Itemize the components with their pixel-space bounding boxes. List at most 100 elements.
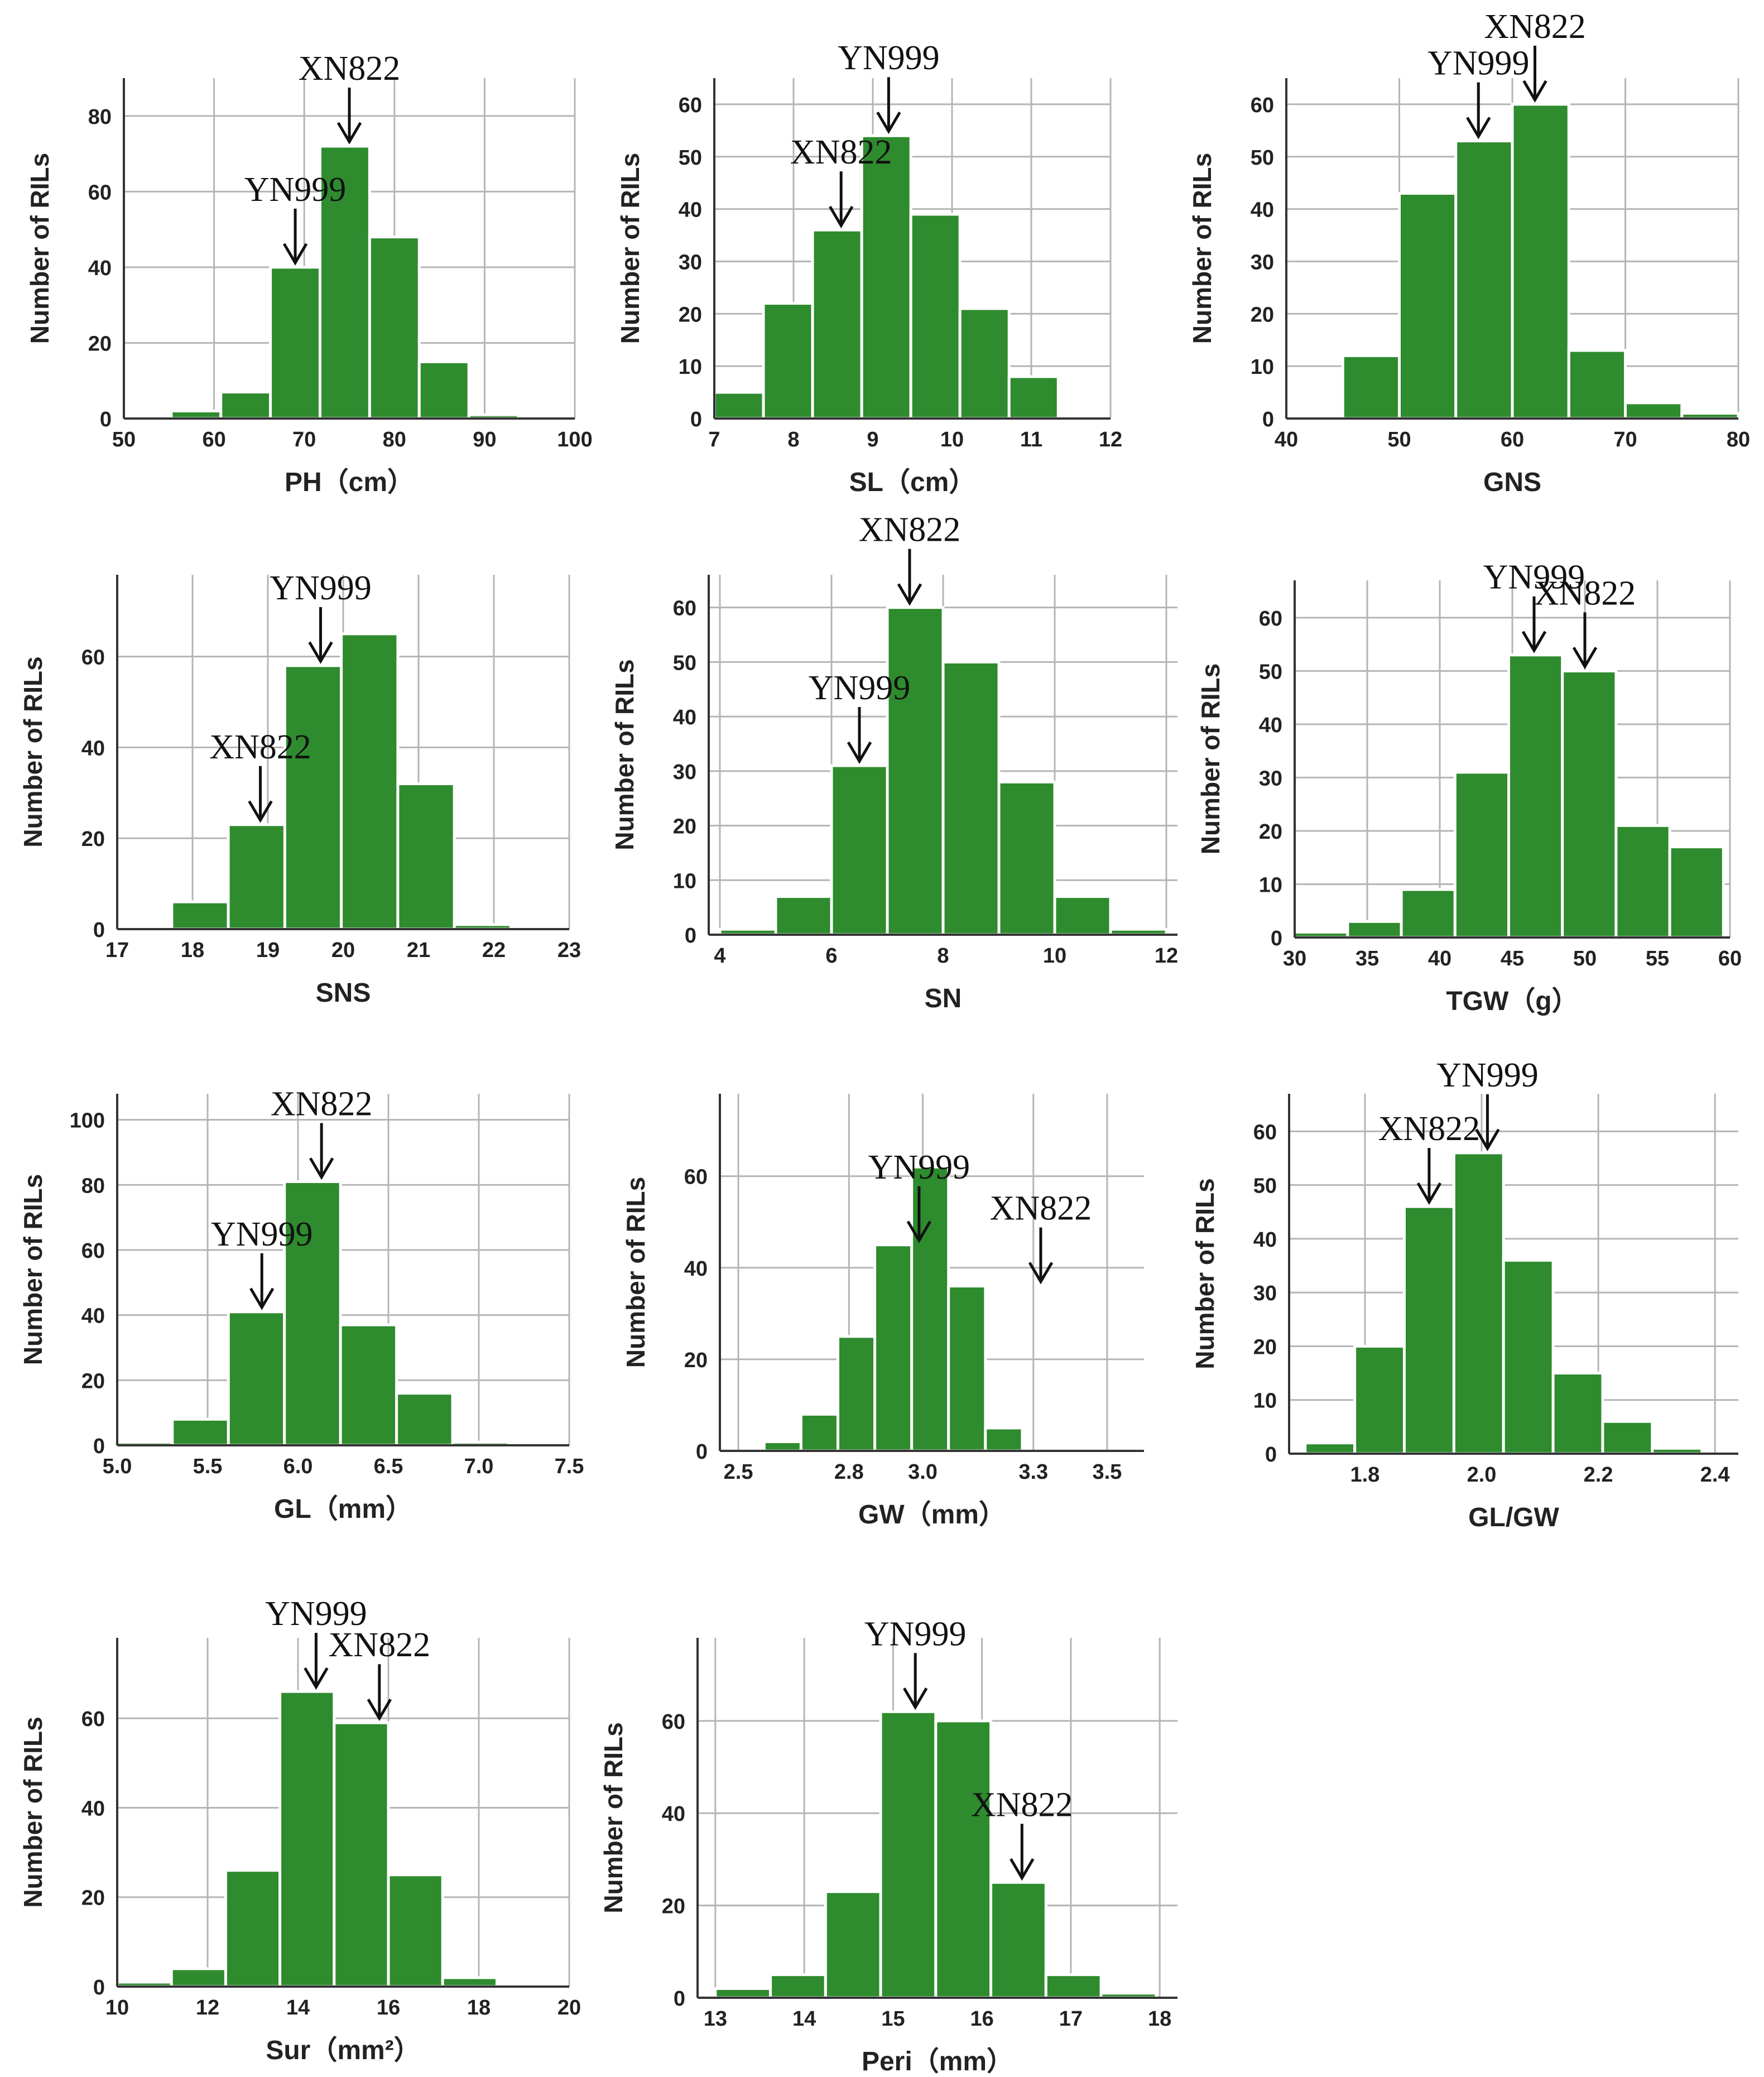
x-tick-label: 22 xyxy=(482,939,506,962)
x-tick-label: 11 xyxy=(1020,428,1042,451)
bar xyxy=(283,664,343,931)
bar xyxy=(339,1323,398,1447)
x-tick-label: 70 xyxy=(292,428,316,451)
annotation-label: XN822 xyxy=(1484,8,1586,46)
y-tick-label: 40 xyxy=(81,1305,105,1328)
bar xyxy=(1400,888,1457,939)
y-tick-label: 60 xyxy=(88,181,112,204)
y-tick-label: 20 xyxy=(88,332,112,355)
bar xyxy=(714,1987,772,1999)
bar xyxy=(224,1869,282,1988)
x-tick-label: 5.0 xyxy=(103,1455,132,1478)
y-tick-label: 50 xyxy=(679,146,702,170)
x-axis-title: Sur（mm²） xyxy=(266,2036,420,2065)
bar xyxy=(333,1721,390,1988)
x-tick-label: 3.5 xyxy=(1092,1460,1122,1484)
bar xyxy=(170,409,223,420)
y-axis-title: Number of RILs xyxy=(1188,153,1217,344)
x-tick-label: 21 xyxy=(407,939,430,962)
y-axis-title: Number of RILs xyxy=(616,153,645,344)
annotation-label: YN999 xyxy=(211,1215,313,1253)
x-tick-label: 7.0 xyxy=(464,1455,494,1478)
y-tick-label: 0 xyxy=(696,1440,708,1464)
annotation-label: YN999 xyxy=(265,1595,367,1633)
bar xyxy=(713,391,765,420)
bar xyxy=(811,228,863,420)
y-axis-title: Number of RILs xyxy=(621,1177,650,1368)
x-tick-label: 17 xyxy=(105,939,129,962)
annotation-arrowhead xyxy=(906,1220,932,1243)
x-tick-label: 2.0 xyxy=(1467,1463,1497,1487)
y-tick-label: 20 xyxy=(684,1349,708,1372)
y-tick-label: 10 xyxy=(673,869,696,893)
bar xyxy=(1502,1258,1555,1455)
x-tick-label: 80 xyxy=(1727,428,1750,451)
x-tick-label: 7.5 xyxy=(555,1455,584,1478)
x-tick-label: 6 xyxy=(825,944,837,968)
y-axis-title: Number of RILs xyxy=(599,1722,628,1913)
bar xyxy=(1044,1973,1103,1999)
bar xyxy=(1453,771,1511,939)
x-tick-label: 50 xyxy=(1573,947,1597,970)
x-tick-label: 10 xyxy=(105,1996,129,2020)
y-tick-label: 40 xyxy=(1259,714,1282,737)
y-tick-label: 50 xyxy=(1259,660,1282,684)
x-axis-title: GW（mm） xyxy=(858,1500,1006,1530)
annotation-label: YN999 xyxy=(1427,45,1530,83)
bar xyxy=(909,213,962,420)
bar xyxy=(1614,824,1671,939)
bar xyxy=(1341,354,1401,420)
bar xyxy=(886,606,945,936)
annotation-label: YN999 xyxy=(838,39,940,77)
x-tick-label: 10 xyxy=(1043,944,1066,968)
x-tick-label: 20 xyxy=(331,939,355,962)
y-tick-label: 30 xyxy=(1259,767,1282,790)
x-axis-title: TGW（g） xyxy=(1446,987,1578,1016)
x-tick-label: 3.0 xyxy=(908,1460,938,1484)
y-tick-label: 50 xyxy=(673,651,696,675)
bar xyxy=(396,782,456,931)
bar xyxy=(762,302,814,420)
x-tick-label: 9 xyxy=(867,428,878,451)
bar xyxy=(989,1881,1047,1999)
y-axis-title: Number of RILs xyxy=(1196,664,1225,854)
bar xyxy=(1304,1441,1357,1455)
y-tick-label: 0 xyxy=(1271,927,1282,950)
y-tick-label: 60 xyxy=(1259,607,1282,631)
y-tick-label: 40 xyxy=(684,1257,708,1281)
annotation-arrowhead xyxy=(309,1157,334,1180)
chart-ph: 50 60 70 80 90 100 0 20 40 60 80 PH（cm） Number of RI… xyxy=(25,50,593,497)
bar xyxy=(958,307,1011,420)
annotation-arrowhead xyxy=(897,583,922,606)
y-tick-label: 60 xyxy=(81,646,105,670)
x-tick-label: 18 xyxy=(181,939,204,962)
y-tick-label: 40 xyxy=(1253,1228,1277,1252)
x-tick-label: 6.0 xyxy=(283,1455,313,1478)
x-tick-label: 5.5 xyxy=(193,1455,223,1478)
annotation-label: XN822 xyxy=(859,511,961,549)
annotation-arrowhead xyxy=(337,122,362,145)
bar xyxy=(417,360,470,420)
bar xyxy=(318,145,371,420)
annotation-label: YN999 xyxy=(864,1615,967,1653)
x-tick-label: 13 xyxy=(704,2007,727,2031)
bar xyxy=(1624,401,1684,420)
annotation-label: XN822 xyxy=(1378,1110,1481,1148)
x-tick-label: 7 xyxy=(708,428,720,451)
y-tick-label: 60 xyxy=(673,597,696,621)
annotation-label: YN999 xyxy=(1436,1056,1539,1094)
x-tick-label: 100 xyxy=(557,428,592,451)
annotation-label: XN822 xyxy=(1534,574,1636,612)
x-tick-label: 12 xyxy=(196,1996,219,2020)
bar xyxy=(762,1440,802,1453)
annotation-arrowhead xyxy=(304,1667,329,1690)
y-tick-label: 20 xyxy=(1253,1335,1277,1359)
bar xyxy=(1561,669,1618,939)
bar xyxy=(1452,1151,1505,1455)
x-tick-label: 17 xyxy=(1059,2007,1083,2031)
x-tick-label: 18 xyxy=(1148,2007,1171,2031)
bar xyxy=(269,266,321,420)
y-tick-label: 20 xyxy=(1251,303,1274,326)
bar xyxy=(227,823,286,931)
